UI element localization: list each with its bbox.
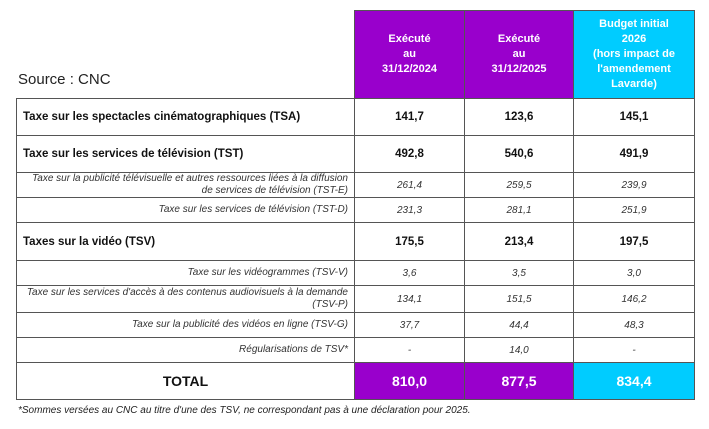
row-value: 213,4	[464, 222, 574, 261]
row-label: Taxe sur les vidéogrammes (TSV-V)	[16, 260, 355, 286]
row-value: 145,1	[573, 98, 695, 136]
total-value-2024: 810,0	[354, 362, 465, 400]
total-row: TOTAL 810,0 877,5 834,4	[16, 362, 695, 400]
table-row-sub: Taxe sur la publicité télévisuelle et au…	[16, 172, 695, 198]
table-row-main: Taxe sur les services de télévision (TST…	[16, 135, 695, 173]
row-label: Taxe sur la publicité des vidéos en lign…	[16, 312, 355, 338]
row-value: 37,7	[354, 312, 465, 338]
row-label: Taxe sur les services d'accès à des cont…	[16, 285, 355, 313]
footnote: *Sommes versées au CNC au titre d'une de…	[18, 405, 471, 416]
row-value: -	[354, 337, 465, 363]
row-label: Taxe sur les services de télévision (TST…	[16, 135, 355, 173]
header-col-2024: Exécuté au 31/12/2024	[354, 10, 465, 99]
row-value: 123,6	[464, 98, 574, 136]
row-value: 231,3	[354, 197, 465, 223]
row-value: 491,9	[573, 135, 695, 173]
row-value: 251,9	[573, 197, 695, 223]
header-row: Exécuté au 31/12/2024 Exécuté au 31/12/2025 …	[16, 10, 695, 99]
table-row-sub: Taxe sur les vidéogrammes (TSV-V) 3,6 3,5 3…	[16, 260, 695, 286]
row-value: 175,5	[354, 222, 465, 261]
row-value: 3,5	[464, 260, 574, 286]
header-col-budget-2026: Budget initial 2026 (hors impact de l'amend…	[573, 10, 695, 99]
tax-table: Exécuté au 31/12/2024 Exécuté au 31/12/2025 …	[16, 10, 695, 400]
row-value: 197,5	[573, 222, 695, 261]
row-value: 540,6	[464, 135, 574, 173]
row-value: 151,5	[464, 285, 574, 313]
header-col-2025: Exécuté au 31/12/2025	[464, 10, 574, 99]
row-value: 281,1	[464, 197, 574, 223]
row-label: Taxe sur les services de télévision (TST…	[16, 197, 355, 223]
row-label: Taxe sur la publicité télévisuelle et au…	[16, 172, 355, 198]
row-value: 259,5	[464, 172, 574, 198]
table-row-sub: Taxe sur les services de télévision (TST…	[16, 197, 695, 223]
row-value: 14,0	[464, 337, 574, 363]
total-label: TOTAL	[16, 362, 355, 400]
header-empty-cell	[16, 10, 355, 99]
row-value: -	[573, 337, 695, 363]
row-value: 3,0	[573, 260, 695, 286]
total-value-2026: 834,4	[573, 362, 695, 400]
table-row-sub: Taxe sur la publicité des vidéos en lign…	[16, 312, 695, 338]
row-label: Taxes sur la vidéo (TSV)	[16, 222, 355, 261]
row-value: 134,1	[354, 285, 465, 313]
row-value: 3,6	[354, 260, 465, 286]
row-value: 239,9	[573, 172, 695, 198]
table-row-main: Taxe sur les spectacles cinématographiqu…	[16, 98, 695, 136]
row-value: 48,3	[573, 312, 695, 338]
table-row-sub: Taxe sur les services d'accès à des cont…	[16, 285, 695, 313]
row-value: 146,2	[573, 285, 695, 313]
row-label: Régularisations de TSV*	[16, 337, 355, 363]
table-row-main: Taxes sur la vidéo (TSV) 175,5 213,4 197,5	[16, 222, 695, 261]
row-value: 261,4	[354, 172, 465, 198]
row-value: 492,8	[354, 135, 465, 173]
table-row-sub: Régularisations de TSV* -14,0-	[16, 337, 695, 363]
total-value-2025: 877,5	[464, 362, 574, 400]
row-value: 44,4	[464, 312, 574, 338]
row-label: Taxe sur les spectacles cinématographiqu…	[16, 98, 355, 136]
row-value: 141,7	[354, 98, 465, 136]
